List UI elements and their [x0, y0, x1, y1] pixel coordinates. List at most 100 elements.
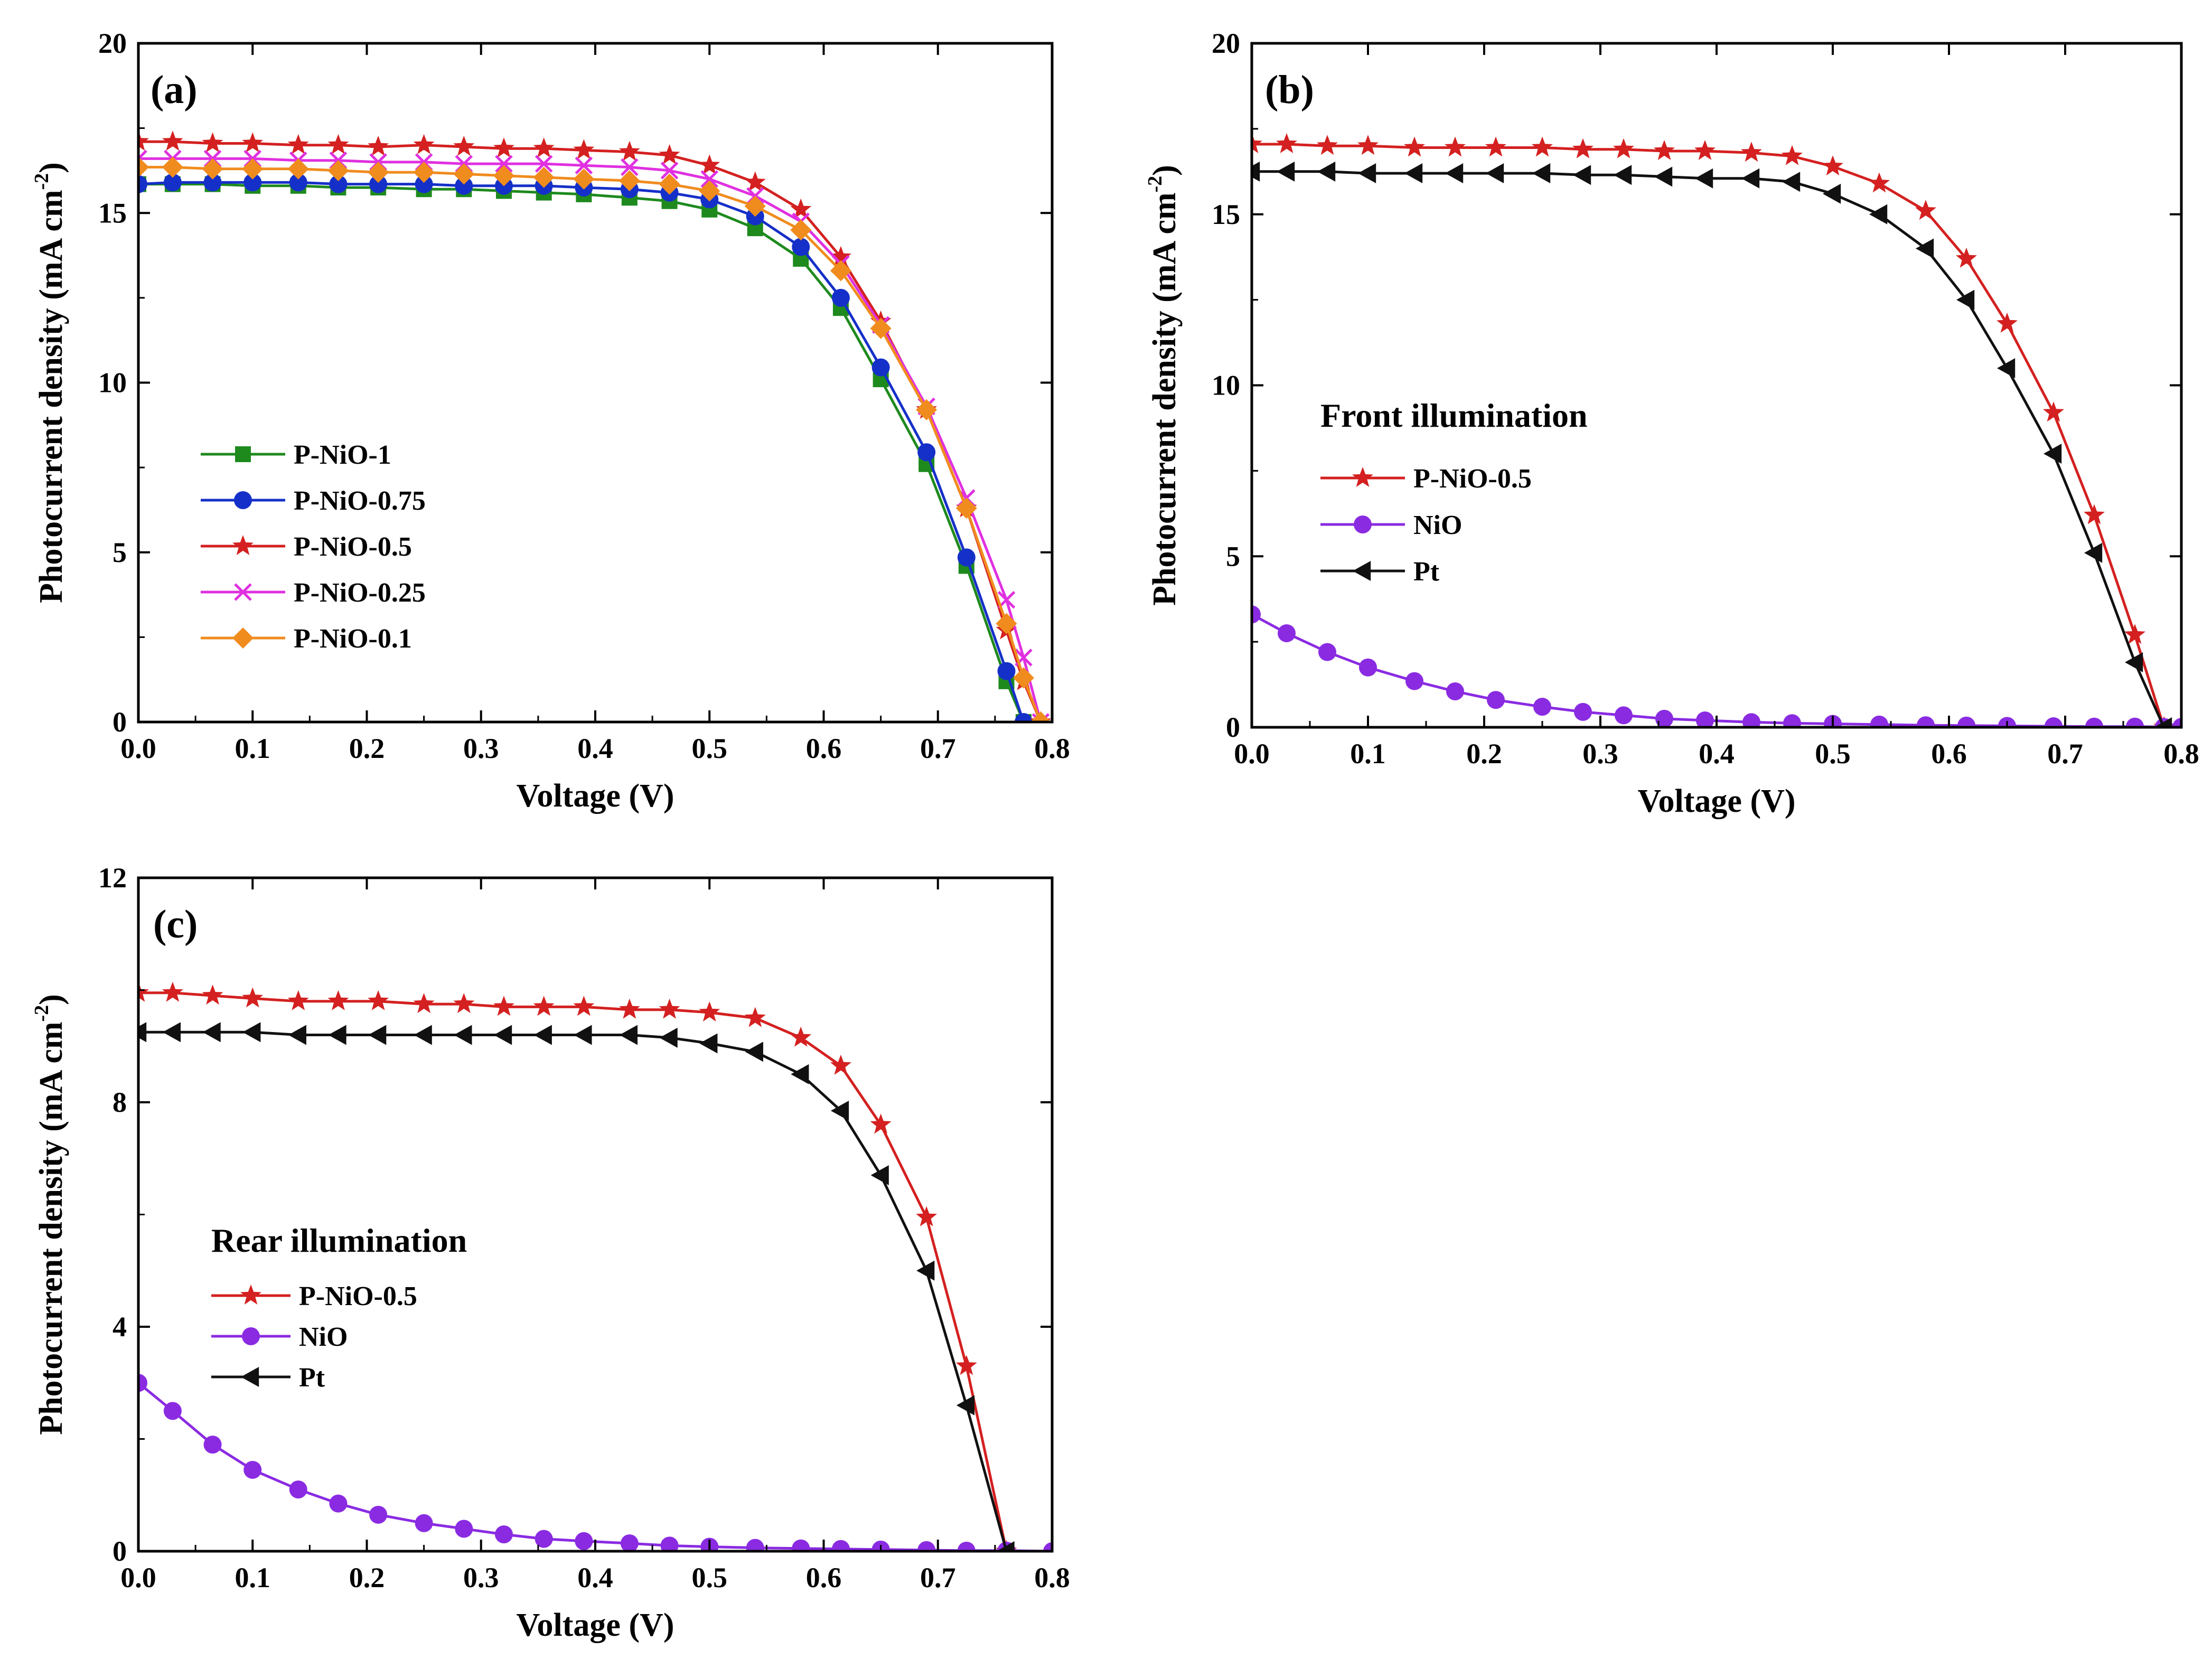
data-point — [1486, 163, 1504, 184]
data-point — [745, 1042, 763, 1062]
y-tick-label: 8 — [113, 1086, 127, 1118]
data-point — [1013, 667, 1034, 689]
x-tick-label: 0.2 — [349, 1562, 385, 1593]
data-point — [287, 134, 309, 154]
data-point — [493, 996, 514, 1016]
data-point — [415, 175, 433, 193]
x-axis-label: Voltage (V) — [1637, 783, 1795, 819]
data-point — [746, 1539, 764, 1551]
legend-marker — [1354, 515, 1372, 533]
data-point — [830, 1100, 849, 1121]
x-tick-label: 0.1 — [235, 1562, 271, 1593]
data-point — [453, 136, 475, 156]
data-point — [699, 180, 720, 202]
series-line — [138, 157, 1042, 722]
data-point — [287, 990, 309, 1010]
series-line — [138, 991, 1008, 1551]
x-tick-label: 0.3 — [463, 733, 499, 764]
data-point — [328, 1025, 346, 1045]
data-point — [1694, 140, 1716, 160]
data-point — [2084, 542, 2103, 563]
data-point — [138, 1374, 147, 1392]
legend-item: Pt — [211, 1363, 325, 1393]
data-point — [996, 1541, 1015, 1551]
legend-label: P-NiO-0.5 — [1413, 464, 1532, 494]
legend-marker — [232, 535, 254, 555]
data-point — [1317, 161, 1336, 182]
legend-marker — [235, 446, 251, 462]
data-point — [454, 1025, 472, 1045]
series-line — [1252, 143, 2166, 727]
legend-label: NiO — [1413, 510, 1462, 540]
data-point — [495, 155, 513, 173]
data-point — [917, 1541, 936, 1551]
data-point — [1532, 136, 1553, 157]
data-point — [1915, 200, 1936, 220]
data-point — [533, 137, 555, 158]
legend-label: P-NiO-0.25 — [294, 578, 426, 608]
data-point — [575, 1532, 593, 1550]
data-point — [202, 132, 223, 153]
data-point — [996, 613, 1017, 634]
x-tick-label: 0.2 — [349, 733, 385, 764]
data-point — [1533, 698, 1551, 716]
data-point — [453, 163, 475, 185]
data-point — [744, 171, 766, 192]
data-point — [957, 1541, 976, 1551]
data-point — [1572, 138, 1594, 158]
data-point — [1446, 682, 1464, 701]
data-point — [242, 158, 264, 180]
data-point — [287, 158, 309, 180]
data-point — [368, 162, 389, 183]
data-point — [535, 155, 553, 173]
data-point — [242, 1022, 261, 1043]
data-point — [533, 996, 555, 1016]
data-point — [455, 1520, 473, 1538]
data-point — [916, 1260, 935, 1281]
data-point — [2124, 624, 2145, 644]
data-point — [242, 132, 264, 153]
data-point — [831, 288, 850, 307]
data-point — [792, 1539, 810, 1551]
x-tick-label: 0.3 — [1582, 738, 1618, 770]
x-tick-label: 0.0 — [120, 733, 156, 764]
panel-label: (c) — [153, 902, 198, 946]
legend-label: P-NiO-0.1 — [294, 624, 412, 654]
data-point — [2043, 401, 2064, 422]
data-point — [2126, 717, 2144, 727]
data-point — [1654, 166, 1673, 187]
series-line — [1252, 613, 2181, 727]
data-point — [327, 134, 349, 154]
data-point — [916, 1206, 938, 1226]
legend-label: P-NiO-0.75 — [294, 486, 426, 516]
y-tick-label: 15 — [98, 197, 127, 229]
data-point — [744, 1007, 766, 1027]
data-point — [138, 981, 149, 1002]
y-tick-label: 4 — [113, 1311, 127, 1343]
data-point — [493, 165, 514, 186]
data-point — [1532, 163, 1551, 184]
data-point — [618, 998, 640, 1019]
legend-item: NiO — [211, 1322, 348, 1352]
data-point — [573, 168, 595, 190]
series-line — [138, 181, 1025, 722]
data-point — [1404, 136, 1425, 157]
data-point — [533, 1025, 552, 1045]
data-point — [792, 238, 810, 256]
data-point — [831, 1540, 850, 1551]
legend-item: P-NiO-0.5 — [211, 1281, 417, 1311]
data-point — [162, 981, 183, 1002]
x-tick-label: 0.6 — [806, 1562, 842, 1593]
series-Pt — [138, 1022, 1015, 1551]
legend: P-NiO-0.5 NiO Pt — [1320, 464, 1532, 587]
data-point — [2084, 504, 2105, 524]
data-point — [659, 1027, 678, 1048]
data-point — [699, 1033, 718, 1054]
x-tick-label: 0.8 — [1034, 1562, 1070, 1593]
data-point — [1487, 691, 1505, 709]
data-point — [830, 260, 851, 282]
legend-item: Pt — [1320, 557, 1440, 587]
data-point — [659, 998, 680, 1019]
data-point — [288, 1025, 306, 1045]
x-tick-label: 0.7 — [920, 733, 956, 764]
